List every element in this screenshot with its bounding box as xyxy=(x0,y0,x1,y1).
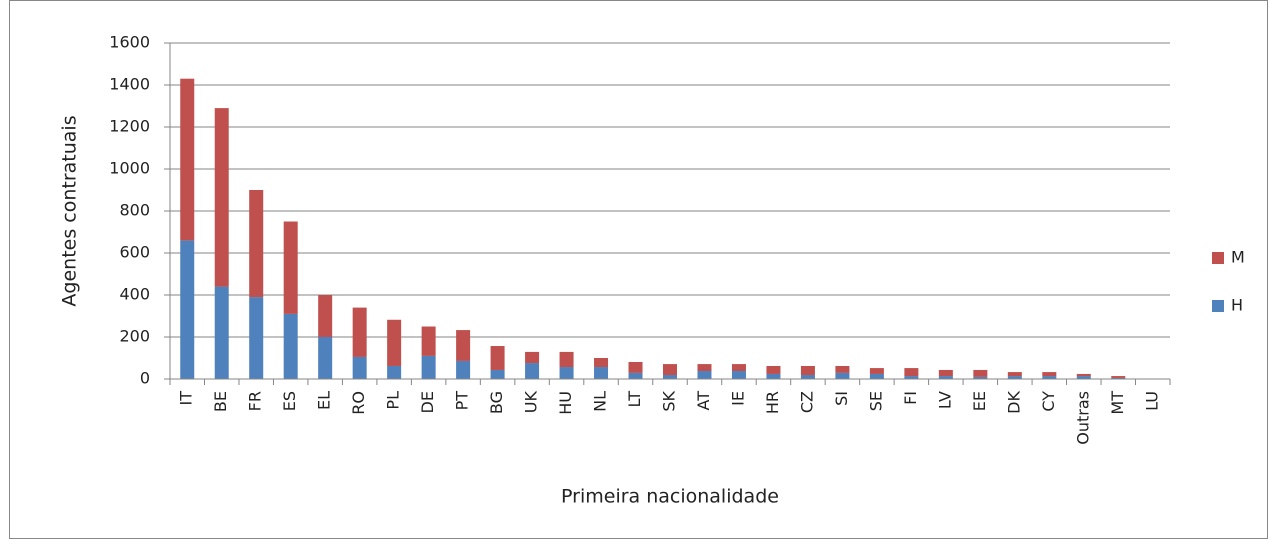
x-tick-label: BG xyxy=(487,391,506,414)
x-tick-label: IE xyxy=(728,391,747,406)
bar-segment xyxy=(387,366,401,379)
y-tick-label: 1200 xyxy=(109,117,150,136)
legend-label: M xyxy=(1231,248,1245,267)
bar-segment xyxy=(732,364,746,371)
x-tick-label: NL xyxy=(591,391,610,412)
chart-frame xyxy=(10,1,1268,539)
bar-segment xyxy=(560,352,574,367)
bar-segment xyxy=(870,368,884,374)
x-tick-label: MT xyxy=(1108,391,1127,415)
x-tick-label: LV xyxy=(935,391,954,409)
bar-segment xyxy=(732,371,746,379)
bar-segment xyxy=(594,367,608,379)
legend-label: H xyxy=(1231,296,1243,315)
x-tick-label: Outras xyxy=(1073,391,1092,445)
bar-segment xyxy=(491,370,505,379)
bar-segment xyxy=(801,366,815,375)
bar-segment xyxy=(249,297,263,379)
x-tick-label: PT xyxy=(453,391,472,411)
x-tick-label: HU xyxy=(556,391,575,415)
bar-segment xyxy=(318,295,332,337)
bar-segment xyxy=(560,367,574,379)
y-axis-label: Agentes contratuais xyxy=(59,115,81,306)
bar-segment xyxy=(525,363,539,379)
bar-segment xyxy=(870,374,884,379)
bar-segment xyxy=(491,346,505,370)
bar-segment xyxy=(904,368,918,376)
y-tick-label: 1000 xyxy=(109,159,150,178)
bar-segment xyxy=(835,373,849,379)
bar-segment xyxy=(973,370,987,377)
bar-segment xyxy=(318,337,332,379)
y-tick-label: 800 xyxy=(119,201,150,220)
bar-segment xyxy=(180,79,194,241)
bar-segment xyxy=(939,370,953,376)
y-tick-label: 200 xyxy=(119,327,150,346)
bar-segment xyxy=(249,190,263,297)
bar-segment xyxy=(663,375,677,379)
x-tick-label: FR xyxy=(246,391,265,411)
x-tick-label: DE xyxy=(418,391,437,413)
x-tick-label: EE xyxy=(970,391,989,411)
bar-segment xyxy=(697,364,711,371)
y-tick-label: 1600 xyxy=(109,33,150,52)
x-tick-label: SK xyxy=(660,391,679,412)
bar-segment xyxy=(456,361,470,379)
bar-segment xyxy=(456,330,470,361)
x-tick-label: UK xyxy=(522,390,541,413)
legend-swatch xyxy=(1212,300,1224,312)
bar-segment xyxy=(594,358,608,367)
legend-swatch xyxy=(1212,252,1224,264)
x-tick-label: LU xyxy=(1142,391,1161,411)
bar-segment xyxy=(353,357,367,379)
bar-segment xyxy=(1077,374,1091,376)
bar-segment xyxy=(766,366,780,374)
bar-segment xyxy=(525,352,539,363)
bar-segment xyxy=(422,327,436,356)
x-tick-label: IT xyxy=(177,391,196,406)
y-tick-label: 400 xyxy=(119,285,150,304)
bar-segment xyxy=(1008,372,1022,376)
y-tick-label: 600 xyxy=(119,243,150,262)
x-tick-label: CZ xyxy=(797,391,816,413)
bar-segment xyxy=(215,287,229,379)
x-tick-label: EL xyxy=(315,391,334,410)
bar-segment xyxy=(629,373,643,379)
x-axis-label: Primeira nacionalidade xyxy=(561,486,779,508)
bar-segment xyxy=(422,356,436,379)
x-tick-label: HR xyxy=(763,391,782,414)
x-tick-label: RO xyxy=(349,391,368,415)
x-tick-label: PL xyxy=(384,391,403,410)
bar-segment xyxy=(697,371,711,379)
x-tick-label: FI xyxy=(901,391,920,405)
x-tick-label: BE xyxy=(211,391,230,412)
x-tick-label: LT xyxy=(625,391,644,408)
bar-segment xyxy=(353,308,367,357)
bar-segment xyxy=(215,108,229,287)
bar-segment xyxy=(284,314,298,379)
bar-segment xyxy=(835,366,849,373)
bar-segment xyxy=(180,240,194,379)
x-tick-label: AT xyxy=(694,391,713,411)
bar-segment xyxy=(801,375,815,379)
y-tick-label: 0 xyxy=(140,369,150,388)
x-tick-label: ES xyxy=(280,391,299,411)
x-tick-label: DK xyxy=(1004,390,1023,413)
bar-segment xyxy=(766,374,780,379)
y-tick-label: 1400 xyxy=(109,75,150,94)
bar-segment xyxy=(1042,372,1056,376)
x-tick-label: SE xyxy=(866,391,885,411)
x-tick-label: CY xyxy=(1039,391,1058,412)
bar-segment xyxy=(387,320,401,366)
bar-segment xyxy=(1111,376,1125,378)
bar-segment xyxy=(663,364,677,375)
bar-segment xyxy=(284,222,298,314)
x-tick-label: SI xyxy=(832,391,851,406)
bar-segment xyxy=(629,362,643,373)
